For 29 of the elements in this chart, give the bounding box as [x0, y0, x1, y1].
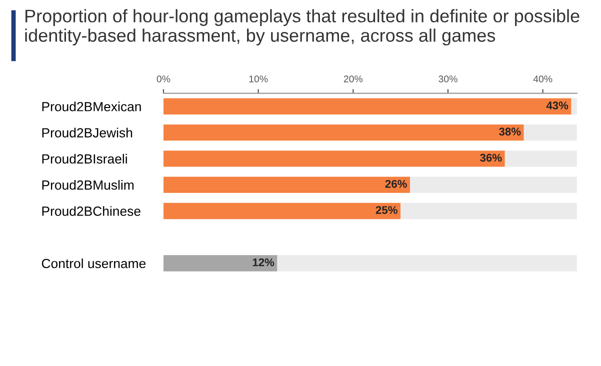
bar [410, 176, 577, 193]
data-label: 43% [546, 102, 568, 110]
bar [163, 150, 505, 167]
x-tick-label: 10% [249, 75, 268, 82]
x-tick-label: 40% [533, 75, 552, 82]
data-label: 12% [252, 258, 274, 266]
bar [163, 255, 278, 272]
bar [163, 98, 572, 115]
bar [163, 202, 401, 220]
y-tick-label: Proud2BMexican [42, 102, 141, 112]
y-tick-label: Control username [42, 258, 146, 268]
bar [277, 255, 577, 272]
bar [163, 124, 524, 141]
y-tick-label: Proud2BMuslim [42, 180, 134, 190]
y-tick-label: Proud2BJewish [42, 128, 132, 138]
y-tick-label: Proud2BIsraeli [42, 154, 127, 164]
x-tick-label: 20% [344, 75, 363, 82]
x-tick-label: 30% [438, 75, 458, 82]
data-label: 36% [480, 154, 502, 162]
bar [504, 150, 577, 167]
data-label: 25% [376, 206, 398, 214]
chart-title: Proportion of hour-long gameplays that resulted in definite or possible identity-based harassment, by username, across all games [25, 9, 580, 46]
bar [400, 202, 577, 220]
x-tick-label: 0% [156, 75, 170, 82]
data-label: 26% [385, 180, 407, 188]
data-label: 38% [499, 128, 521, 136]
bar [524, 124, 577, 141]
y-tick-label: Proud2BChinese [42, 206, 140, 216]
bar [163, 176, 410, 193]
